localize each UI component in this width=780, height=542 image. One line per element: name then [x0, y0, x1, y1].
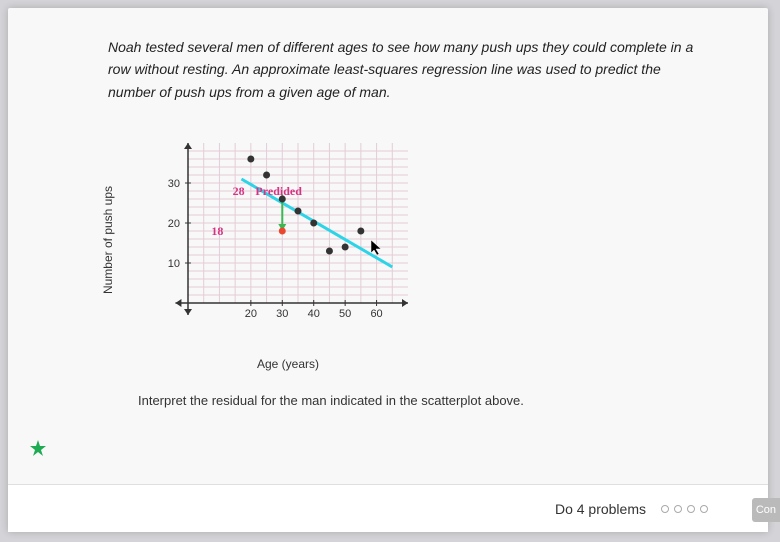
content-area: Noah tested several men of different age…	[8, 8, 768, 408]
footer-label: Do 4 problems	[555, 501, 646, 517]
scatter-chart: 2030405060102030 Number of push ups Age …	[138, 123, 438, 343]
annotation-predicted: Predided	[255, 184, 301, 199]
progress-dots	[661, 505, 708, 513]
x-axis-label: Age (years)	[228, 357, 348, 371]
problem-statement: Noah tested several men of different age…	[108, 36, 698, 103]
svg-text:30: 30	[276, 308, 288, 320]
progress-dot	[674, 505, 682, 513]
app-screen: Noah tested several men of different age…	[8, 8, 768, 532]
hint-icon[interactable]	[28, 438, 52, 462]
annotation-28: 28	[233, 184, 245, 199]
annotation-18: 18	[211, 224, 223, 239]
footer-bar: Do 4 problems Con	[8, 484, 768, 532]
y-axis-label: Number of push ups	[101, 186, 115, 294]
svg-text:30: 30	[168, 178, 180, 190]
svg-text:20: 20	[245, 308, 257, 320]
svg-text:50: 50	[339, 308, 351, 320]
svg-text:40: 40	[308, 308, 320, 320]
progress-dot	[687, 505, 695, 513]
interpret-prompt: Interpret the residual for the man indic…	[138, 393, 698, 408]
progress-dot	[700, 505, 708, 513]
progress-dot	[661, 505, 669, 513]
svg-text:10: 10	[168, 258, 180, 270]
chart-svg: 20 30 40 50 60 10 20 30	[138, 123, 438, 343]
svg-text:20: 20	[168, 218, 180, 230]
continue-button[interactable]: Con	[752, 498, 780, 522]
svg-text:60: 60	[370, 308, 382, 320]
